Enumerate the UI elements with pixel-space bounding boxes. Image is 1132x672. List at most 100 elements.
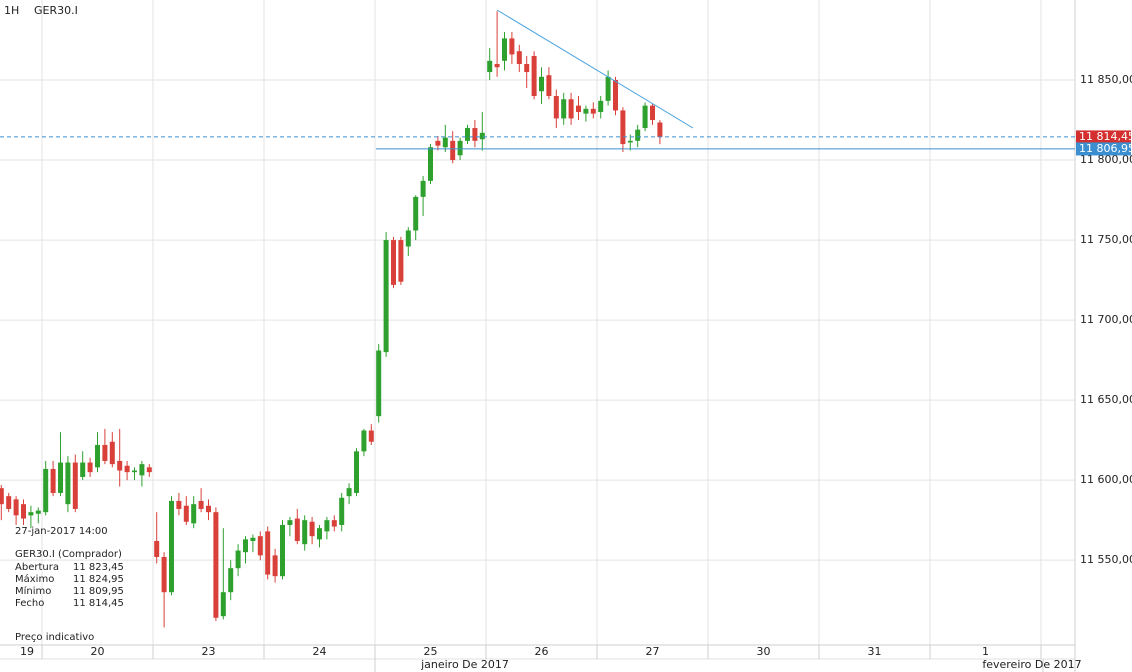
x-tick-label: 30 bbox=[757, 645, 771, 658]
candle-body bbox=[605, 76, 611, 101]
candle-body bbox=[87, 462, 93, 473]
info-time: 27-jan-2017 14:00 bbox=[15, 526, 108, 537]
candle-body bbox=[487, 60, 493, 73]
candle-body bbox=[516, 51, 522, 65]
x-tick-label: 1 bbox=[982, 645, 989, 658]
candle-body bbox=[280, 524, 285, 577]
candle-body bbox=[161, 556, 167, 593]
y-tick-label: 11 700,00 bbox=[1080, 313, 1132, 326]
month-label: janeiro De 2017 bbox=[420, 658, 509, 671]
info-panel: 27-jan-2017 14:00 GER30.I (Comprador) Pr… bbox=[15, 526, 124, 643]
candle-body bbox=[50, 468, 56, 493]
candle-body bbox=[539, 76, 544, 92]
candle-body bbox=[206, 505, 211, 513]
info-value: 11 809,95 bbox=[73, 586, 124, 597]
candle-body bbox=[317, 528, 322, 540]
candle-body bbox=[650, 105, 655, 121]
candle-body bbox=[109, 441, 115, 465]
candles bbox=[0, 11, 663, 628]
candle-body bbox=[0, 488, 4, 505]
candle-body bbox=[339, 497, 345, 525]
candle-body bbox=[361, 430, 367, 452]
candle-body bbox=[435, 140, 441, 146]
y-tick-label: 11 650,00 bbox=[1080, 393, 1132, 406]
candle-body bbox=[250, 537, 256, 541]
chart-title: GER30.I bbox=[34, 4, 78, 17]
candle-body bbox=[590, 108, 596, 114]
y-tick-label: 11 800,00 bbox=[1080, 153, 1132, 166]
candle-body bbox=[509, 38, 515, 55]
candle-body bbox=[102, 444, 108, 461]
candle-body bbox=[576, 105, 581, 113]
candle-body bbox=[620, 110, 626, 145]
candle-body bbox=[450, 140, 456, 161]
candle-body bbox=[472, 128, 478, 141]
candle-body bbox=[43, 468, 49, 513]
candle-body bbox=[524, 64, 530, 73]
candle-body bbox=[243, 539, 248, 553]
candle-body bbox=[294, 518, 300, 541]
candle-body bbox=[642, 105, 648, 129]
candle-body bbox=[442, 137, 448, 148]
month-label: fevereiro De 2017 bbox=[982, 658, 1081, 671]
info-label: Fecho bbox=[15, 598, 44, 609]
y-tick-label: 11 750,00 bbox=[1080, 233, 1132, 246]
trend-line bbox=[496, 9, 694, 129]
candle-body bbox=[35, 510, 41, 514]
candle-body bbox=[354, 451, 359, 493]
price-label: 11 814,45 bbox=[1079, 130, 1132, 143]
candle-body bbox=[405, 230, 411, 247]
candle-body bbox=[6, 496, 12, 509]
price-label-box bbox=[1076, 130, 1131, 144]
price-label: 11 806,95 bbox=[1079, 142, 1132, 155]
candle-body bbox=[28, 512, 34, 516]
x-tick-label: 31 bbox=[868, 645, 882, 658]
candle-body bbox=[553, 96, 559, 119]
x-tick-label: 27 bbox=[646, 645, 660, 658]
candle-body bbox=[428, 147, 433, 181]
x-tick-label: 26 bbox=[535, 645, 549, 658]
x-tick-label: 20 bbox=[91, 645, 105, 658]
info-instrument: GER30.I (Comprador) bbox=[15, 549, 122, 560]
candle-body bbox=[302, 520, 308, 545]
candle-body bbox=[198, 500, 204, 509]
candle-body bbox=[287, 520, 293, 525]
candle-body bbox=[220, 592, 226, 617]
candle-body bbox=[183, 505, 189, 522]
candle-body bbox=[598, 100, 604, 113]
candle-body bbox=[331, 520, 337, 527]
candle-body bbox=[132, 470, 137, 473]
candle-body bbox=[257, 536, 263, 556]
candle-body bbox=[346, 488, 352, 497]
price-label-box bbox=[1076, 142, 1131, 156]
candle-body bbox=[383, 240, 389, 353]
candle-body bbox=[228, 568, 234, 593]
candle-body bbox=[21, 504, 26, 519]
candle-body bbox=[309, 521, 315, 537]
candle-body bbox=[413, 196, 419, 231]
candle-body bbox=[272, 555, 278, 577]
candle-body bbox=[568, 99, 574, 119]
candle-body bbox=[235, 550, 241, 569]
candle-body bbox=[265, 531, 271, 575]
info-label: Abertura bbox=[15, 562, 59, 573]
candle-body bbox=[154, 540, 160, 557]
candle-body bbox=[146, 467, 152, 473]
y-tick-label: 11 600,00 bbox=[1080, 473, 1132, 486]
candle-body bbox=[13, 499, 19, 516]
candle-body bbox=[546, 75, 552, 97]
candle-body bbox=[583, 108, 589, 114]
y-tick-label: 11 550,00 bbox=[1080, 553, 1132, 566]
candle-body bbox=[613, 80, 618, 111]
candle-body bbox=[376, 350, 382, 417]
x-tick-label: 19 bbox=[20, 645, 34, 658]
candle-body bbox=[117, 460, 123, 471]
candle-body bbox=[176, 500, 182, 509]
info-label: Máximo bbox=[15, 573, 54, 585]
candle-body bbox=[169, 500, 174, 593]
candle-body bbox=[398, 240, 404, 282]
info-value: 11 824,95 bbox=[73, 574, 124, 585]
candle-body bbox=[502, 38, 507, 61]
candle-body bbox=[139, 464, 145, 476]
